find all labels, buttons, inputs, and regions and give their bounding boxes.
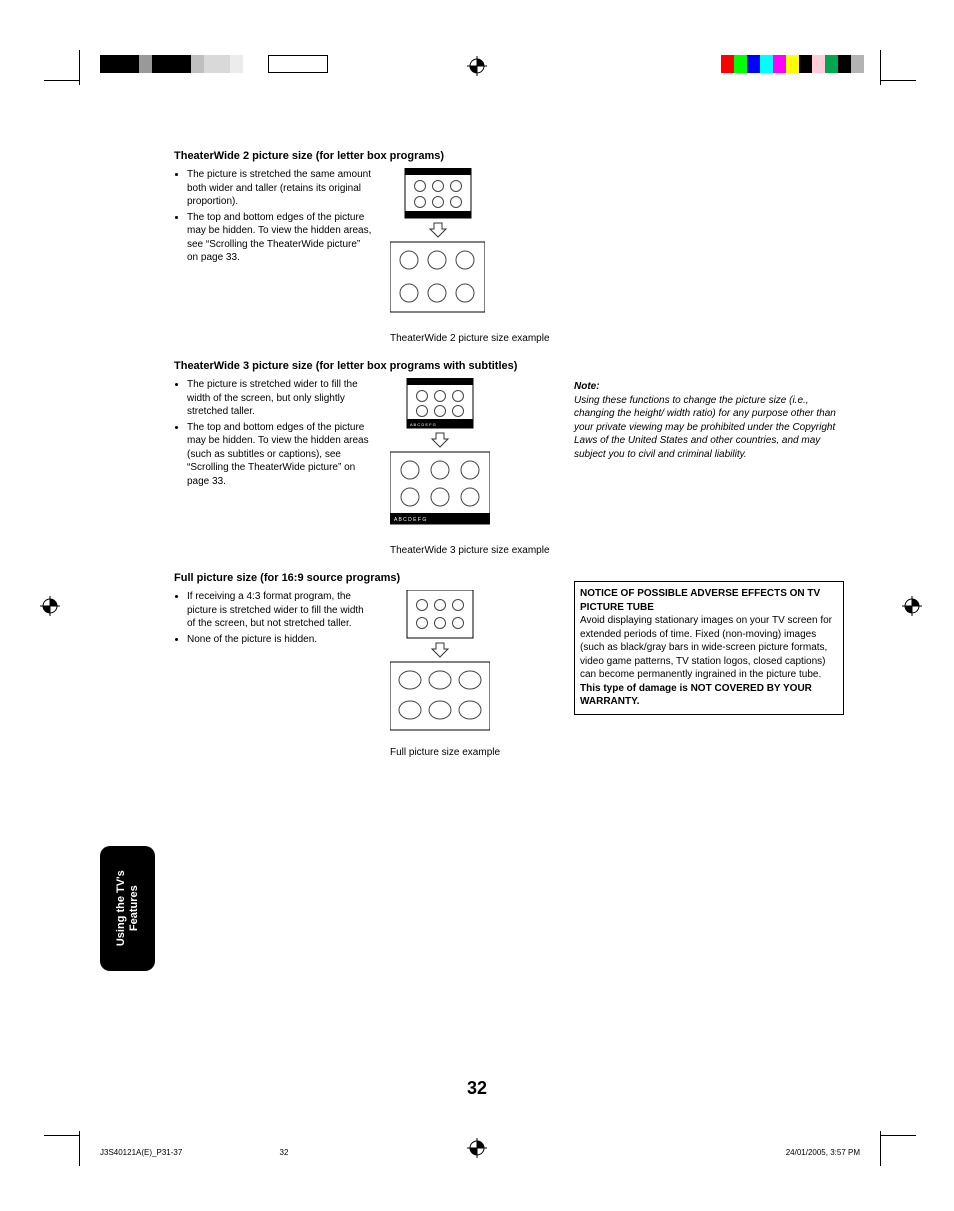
crop-mark-bl (44, 1121, 89, 1166)
footer-mid: 32 (280, 1148, 289, 1157)
crop-mark-tl (44, 50, 89, 95)
full-bullet: None of the picture is hidden. (187, 633, 374, 647)
side-tab-label: Using the TV'sFeatures (114, 871, 140, 947)
note-block: Note: Using these functions to change th… (574, 380, 844, 461)
full-diagram: Full picture size example (390, 590, 500, 758)
full-list: If receiving a 4:3 format program, the p… (174, 590, 374, 646)
svg-text:A B C D E F G: A B C D E F G (394, 517, 426, 523)
footer: J3S40121A(E)_P31-37 32 24/01/2005, 3:57 … (100, 1148, 860, 1157)
svg-text:A B C D E F G: A B C D E F G (410, 422, 436, 427)
footer-left: J3S40121A(E)_P31-37 (100, 1148, 182, 1157)
tw3-bullet: The picture is stretched wider to fill t… (187, 378, 374, 419)
full-caption: Full picture size example (390, 747, 500, 758)
warranty-bold: This type of damage is NOT COVERED BY YO… (580, 683, 812, 708)
tw3-bullet: The top and bottom edges of the picture … (187, 421, 374, 489)
registration-bar-left (100, 55, 328, 73)
warranty-body: Avoid displaying stationary images on yo… (580, 615, 832, 680)
crop-mark-tr (871, 50, 916, 95)
tw2-list: The picture is stretched the same amount… (174, 168, 374, 265)
full-heading: Full picture size (for 16:9 source progr… (174, 572, 564, 584)
tw2-bullet: The top and bottom edges of the picture … (187, 211, 374, 265)
tw2-heading: TheaterWide 2 picture size (for letter b… (174, 150, 844, 162)
page-number: 32 (0, 1078, 954, 1099)
side-tab: Using the TV'sFeatures (100, 846, 155, 971)
note-title: Note: (574, 380, 844, 394)
tw3-list: The picture is stretched wider to fill t… (174, 378, 374, 488)
page-content: TheaterWide 2 picture size (for letter b… (174, 150, 844, 774)
footer-right: 24/01/2005, 3:57 PM (786, 1148, 860, 1157)
warranty-headline: NOTICE OF POSSIBLE ADVERSE EFFECTS ON TV… (580, 588, 820, 613)
warranty-notice: NOTICE OF POSSIBLE ADVERSE EFFECTS ON TV… (574, 581, 844, 715)
full-bullet: If receiving a 4:3 format program, the p… (187, 590, 374, 631)
tw2-caption: TheaterWide 2 picture size example (390, 333, 550, 344)
tw3-heading: TheaterWide 3 picture size (for letter b… (174, 360, 564, 372)
tw3-caption: TheaterWide 3 picture size example (390, 545, 550, 556)
registration-bar-right (721, 55, 864, 73)
registration-mark-top (467, 56, 487, 76)
registration-mark-right (902, 596, 922, 616)
note-body: Using these functions to change the pict… (574, 394, 844, 462)
tw2-bullet: The picture is stretched the same amount… (187, 168, 374, 209)
crop-mark-br (871, 1121, 916, 1166)
tw3-diagram: A B C D E F G A B C D E F G (390, 378, 550, 556)
tw2-diagram: TheaterWide 2 picture size example (390, 168, 550, 344)
registration-mark-left (40, 596, 60, 616)
